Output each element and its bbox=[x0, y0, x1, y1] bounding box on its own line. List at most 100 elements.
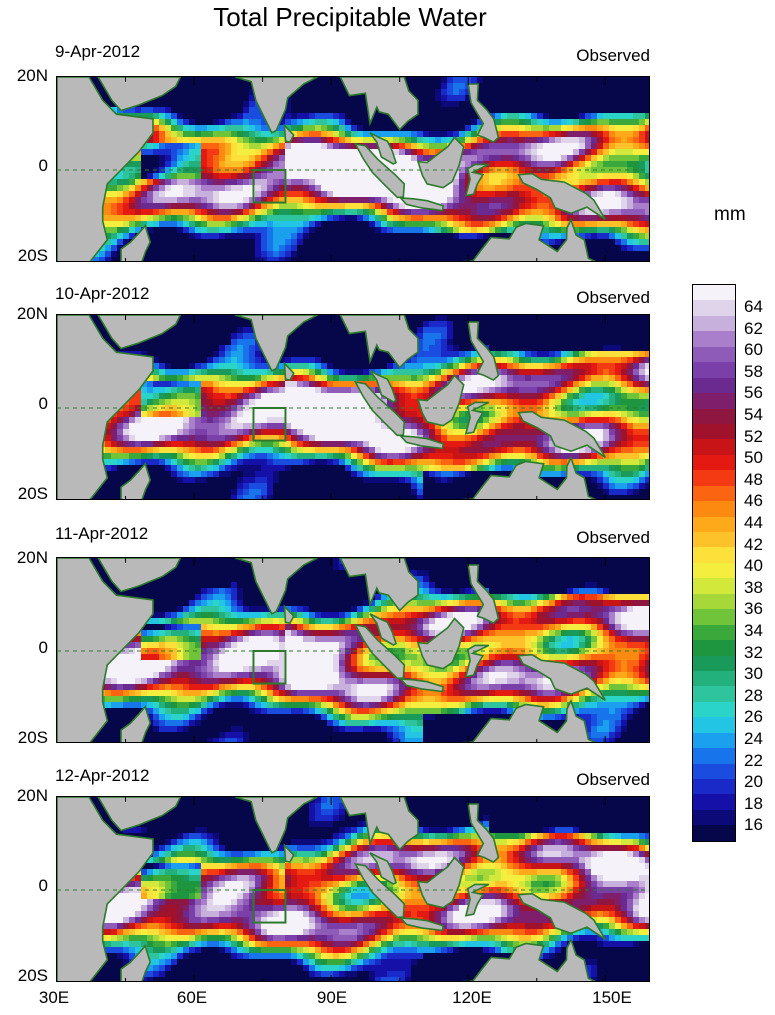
land-mass bbox=[353, 142, 406, 199]
colorbar-segment bbox=[693, 331, 735, 347]
colorbar-segment bbox=[693, 501, 735, 517]
colorbar-segment bbox=[693, 794, 735, 810]
land-mass bbox=[339, 797, 419, 851]
colorbar-segment bbox=[693, 393, 735, 409]
colorbar-segment bbox=[693, 470, 735, 486]
colorbar-segment bbox=[693, 454, 735, 471]
colorbar-tick-label: 60 bbox=[744, 340, 763, 360]
land-mass bbox=[369, 132, 397, 165]
colorbar-tick-label: 38 bbox=[744, 577, 763, 597]
colorbar-segment bbox=[693, 825, 735, 841]
land-mass bbox=[460, 455, 597, 499]
tpw-field-svg bbox=[57, 558, 649, 742]
land-mass bbox=[416, 136, 465, 189]
land-mass bbox=[467, 564, 500, 625]
land-mass bbox=[97, 77, 182, 112]
colorbar-segment bbox=[693, 593, 735, 610]
land-mass bbox=[464, 644, 490, 678]
land-mass bbox=[467, 321, 500, 382]
land-mass bbox=[283, 123, 295, 144]
land-mass bbox=[464, 401, 490, 435]
land-mass bbox=[398, 434, 444, 450]
tpw-map bbox=[56, 314, 650, 500]
study-region-box bbox=[252, 407, 287, 442]
land-mass bbox=[97, 558, 182, 593]
colorbar-segment bbox=[693, 516, 735, 532]
map-panel-2: 10-Apr-2012 Observed 20N 0 20S bbox=[0, 284, 700, 524]
lat-label-20n: 20N bbox=[16, 786, 48, 805]
observed-label: Observed bbox=[576, 288, 650, 307]
colorbar-segment bbox=[693, 609, 735, 625]
colorbar-segment bbox=[693, 362, 735, 378]
map-panel-4: 12-Apr-2012 Observed 20N 0 20S bbox=[0, 766, 700, 1006]
land-mass bbox=[398, 916, 444, 932]
colorbar-tick-label: 20 bbox=[744, 772, 763, 792]
land-mass bbox=[283, 361, 295, 382]
colorbar-segment bbox=[693, 578, 735, 594]
land-mass bbox=[353, 862, 406, 919]
observed-label: Observed bbox=[576, 528, 650, 547]
colorbar-tick-label: 50 bbox=[744, 448, 763, 468]
study-region-box bbox=[252, 650, 287, 685]
colorbar-tick-label: 40 bbox=[744, 556, 763, 576]
colorbar-segment bbox=[693, 655, 735, 671]
land-mass bbox=[120, 462, 152, 499]
panel-date: 12-Apr-2012 bbox=[55, 766, 150, 785]
land-mass bbox=[120, 224, 152, 261]
colorbar-tick-label: 64 bbox=[744, 297, 763, 316]
panel-date: 11-Apr-2012 bbox=[55, 524, 149, 543]
land-mass bbox=[464, 163, 490, 197]
colorbar-tick-label: 36 bbox=[744, 599, 763, 619]
land-mass bbox=[234, 77, 318, 134]
land-mass bbox=[234, 315, 318, 372]
colorbar-segment bbox=[693, 701, 735, 718]
colorbar-segment bbox=[693, 763, 735, 779]
colorbar-tick-label: 34 bbox=[744, 621, 763, 640]
tpw-map bbox=[56, 557, 650, 743]
land-mass bbox=[460, 217, 597, 261]
colorbar-tick-label: 62 bbox=[744, 318, 763, 338]
land-mass bbox=[416, 617, 465, 670]
land-mass bbox=[120, 705, 152, 742]
study-region-box bbox=[252, 889, 287, 924]
land-mass bbox=[120, 944, 152, 981]
land-mass bbox=[283, 843, 295, 864]
land-mass bbox=[369, 613, 397, 646]
lat-label-20s: 20S bbox=[17, 966, 48, 985]
colorbar-tick-label: 48 bbox=[744, 469, 763, 489]
land-mass bbox=[339, 77, 419, 131]
colorbar-segment bbox=[693, 717, 735, 733]
land-mass bbox=[517, 892, 606, 940]
lat-label-20n: 20N bbox=[16, 548, 48, 567]
colorbar-segment bbox=[693, 285, 735, 301]
colorbar-segment bbox=[693, 300, 735, 316]
colorbar-tick-label: 46 bbox=[744, 491, 763, 511]
lat-label-20s: 20S bbox=[17, 246, 48, 265]
colorbar-segment bbox=[693, 732, 735, 749]
lon-label-30e: 30E bbox=[38, 988, 70, 1007]
land-mass bbox=[97, 315, 182, 350]
lat-label-20s: 20S bbox=[17, 484, 48, 503]
colorbar-tick-label: 18 bbox=[744, 793, 763, 813]
land-mass bbox=[339, 315, 419, 369]
colorbar-segment bbox=[693, 670, 735, 687]
land-mass bbox=[467, 83, 500, 144]
lat-label-20n: 20N bbox=[16, 66, 48, 85]
tpw-field-svg bbox=[57, 315, 649, 499]
land-mass bbox=[517, 653, 606, 701]
colorbar-tick-label: 26 bbox=[744, 707, 763, 727]
land-mass bbox=[467, 803, 500, 864]
colorbar-segment bbox=[693, 547, 735, 563]
colorbar-segment bbox=[693, 346, 735, 363]
colorbar-tick-label: 42 bbox=[744, 534, 763, 554]
land-mass bbox=[283, 604, 295, 625]
lon-label-90e: 90E bbox=[316, 988, 348, 1007]
colorbar-tick-label: 32 bbox=[744, 642, 763, 662]
colorbar-segment bbox=[693, 686, 735, 702]
colorbar-tick-label: 58 bbox=[744, 361, 763, 381]
colorbar-segment bbox=[693, 640, 735, 656]
land-mass bbox=[369, 852, 397, 885]
chart-title: Total Precipitable Water bbox=[213, 2, 487, 32]
colorbar-segment bbox=[693, 423, 735, 440]
land-mass bbox=[416, 374, 465, 427]
